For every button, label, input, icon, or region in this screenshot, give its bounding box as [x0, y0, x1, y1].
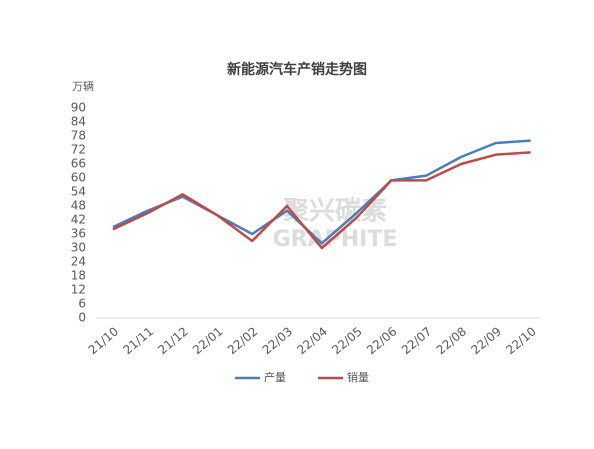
chart-title: 新能源汽车产销走势图 — [227, 61, 367, 78]
y-tick-label: 42 — [71, 213, 86, 227]
y-tick-label: 72 — [71, 143, 86, 157]
legend-label: 产量 — [264, 370, 286, 384]
x-tick-label: 22/01 — [190, 324, 225, 357]
y-tick-label: 6 — [78, 297, 86, 311]
y-tick-label: 84 — [71, 115, 86, 129]
legend-label: 销量 — [347, 370, 369, 384]
y-axis-label: 万辆 — [72, 79, 94, 93]
x-tick-label: 22/02 — [225, 324, 260, 357]
x-tick-label: 22/04 — [294, 324, 329, 357]
x-tick-label: 22/10 — [503, 324, 538, 357]
x-tick-label: 22/06 — [364, 324, 399, 357]
y-tick-label: 0 — [78, 311, 86, 325]
y-tick-label: 66 — [71, 157, 86, 171]
x-tick-label: 22/03 — [260, 324, 295, 357]
x-tick-label: 21/10 — [86, 324, 121, 357]
y-tick-label: 12 — [71, 283, 86, 297]
y-tick-label: 36 — [71, 227, 86, 241]
y-tick-label: 90 — [71, 101, 86, 115]
y-tick-label: 48 — [71, 199, 86, 213]
y-tick-label: 30 — [71, 241, 86, 255]
y-tick-label: 18 — [71, 269, 86, 283]
y-tick-label: 60 — [71, 171, 86, 185]
x-tick-label: 22/08 — [434, 324, 469, 357]
y-tick-label: 54 — [71, 185, 86, 199]
series-line — [112, 151, 531, 250]
x-tick-label: 21/12 — [155, 324, 190, 357]
x-tick-label: 22/09 — [468, 324, 503, 357]
x-tick-label: 22/07 — [399, 324, 434, 357]
x-tick-label: 21/11 — [120, 324, 155, 357]
y-tick-label: 78 — [71, 129, 86, 143]
y-tick-label: 24 — [71, 255, 86, 269]
series-line — [112, 139, 531, 245]
x-tick-label: 22/05 — [329, 324, 364, 357]
